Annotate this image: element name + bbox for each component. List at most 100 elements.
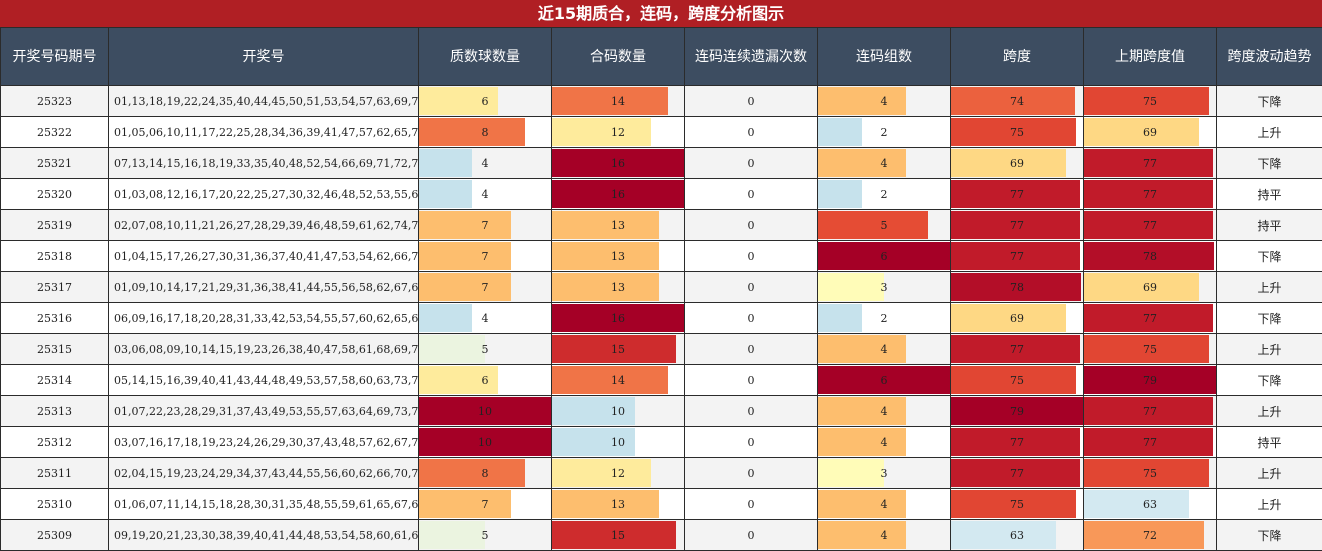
prime-count-cell: 8 (418, 116, 552, 148)
consec-miss-value: 0 (747, 280, 755, 294)
consec-miss-cell: 0 (684, 364, 818, 396)
consec-miss-cell: 0 (684, 116, 818, 148)
trend-cell: 持平 (1216, 426, 1322, 458)
prime-count-cell: 10 (418, 395, 552, 427)
prev-span-bar (1084, 335, 1210, 363)
prime-count-bar (419, 273, 512, 301)
consec-groups-cell: 6 (817, 240, 951, 272)
composite-count-cell: 13 (551, 271, 685, 303)
table-body: 25323 01,13,18,19,22,24,35,40,44,45,50,51… (0, 85, 1322, 551)
consec-groups-bar (818, 211, 928, 239)
prime-count-bar (419, 521, 485, 549)
prime-count-cell: 10 (418, 426, 552, 458)
consec-groups-value: 3 (880, 280, 888, 294)
span-value: 79 (1010, 404, 1024, 418)
table-row: 25318 01,04,15,17,26,27,30,31,36,37,40,41… (0, 240, 1322, 272)
prime-count-value: 8 (481, 466, 489, 480)
period-cell: 25311 (0, 457, 109, 489)
prime-count-cell: 4 (418, 147, 552, 179)
prime-count-cell: 6 (418, 364, 552, 396)
span-bar (951, 149, 1067, 177)
prime-count-cell: 8 (418, 457, 552, 489)
period-cell: 25318 (0, 240, 109, 272)
analysis-table: 开奖号码期号 开奖号 质数球数量 合码数量 连码连续遗漏次数 连码组数 跨度 上… (0, 27, 1322, 551)
prev-span-value: 63 (1143, 497, 1157, 511)
trend-cell: 上升 (1216, 116, 1322, 148)
consec-miss-cell: 0 (684, 426, 818, 458)
prev-span-value: 72 (1143, 528, 1157, 542)
composite-count-bar (552, 87, 668, 115)
span-bar (951, 397, 1083, 425)
prev-span-cell: 79 (1083, 364, 1217, 396)
prev-span-value: 77 (1143, 187, 1157, 201)
prime-count-cell: 4 (418, 178, 552, 210)
prev-span-bar (1084, 459, 1210, 487)
composite-count-bar (552, 459, 651, 487)
span-value: 77 (1010, 187, 1024, 201)
prev-span-cell: 77 (1083, 426, 1217, 458)
consec-miss-value: 0 (747, 528, 755, 542)
span-cell: 63 (950, 519, 1084, 551)
span-bar (951, 273, 1082, 301)
consec-groups-bar (818, 335, 906, 363)
span-value: 74 (1010, 94, 1024, 108)
consec-groups-value: 4 (880, 528, 888, 542)
composite-count-cell: 13 (551, 209, 685, 241)
consec-miss-cell: 0 (684, 457, 818, 489)
consec-groups-value: 6 (880, 373, 888, 387)
prime-count-cell: 5 (418, 333, 552, 365)
consec-groups-bar (818, 428, 906, 456)
consec-groups-bar (818, 118, 862, 146)
consec-groups-bar (818, 87, 906, 115)
consec-miss-cell: 0 (684, 85, 818, 117)
span-bar (951, 211, 1080, 239)
composite-count-value: 16 (611, 311, 625, 325)
consec-groups-bar (818, 521, 906, 549)
prime-count-bar (419, 211, 512, 239)
period-cell: 25310 (0, 488, 109, 520)
prime-count-bar (419, 428, 551, 456)
header-span-trend: 跨度波动趋势 (1216, 27, 1322, 86)
composite-count-value: 13 (611, 497, 625, 511)
table-row: 25315 03,06,08,09,10,14,15,19,23,26,38,40… (0, 333, 1322, 365)
prev-span-value: 75 (1143, 342, 1157, 356)
span-cell: 69 (950, 302, 1084, 334)
prime-count-value: 6 (481, 373, 489, 387)
table-row: 25313 01,07,22,23,28,29,31,37,43,49,53,55… (0, 395, 1322, 427)
composite-count-bar (552, 521, 676, 549)
composite-count-bar (552, 149, 684, 177)
trend-cell: 下降 (1216, 302, 1322, 334)
prev-span-cell: 77 (1083, 178, 1217, 210)
composite-count-value: 13 (611, 249, 625, 263)
span-value: 75 (1010, 497, 1024, 511)
consec-miss-cell: 0 (684, 395, 818, 427)
composite-count-bar (552, 180, 684, 208)
composite-count-value: 16 (611, 187, 625, 201)
consec-miss-cell: 0 (684, 271, 818, 303)
prev-span-bar (1084, 521, 1205, 549)
consec-groups-value: 3 (880, 466, 888, 480)
table-row: 25317 01,09,10,14,17,21,29,31,36,38,41,44… (0, 271, 1322, 303)
header-numbers: 开奖号 (108, 27, 419, 86)
prime-count-cell: 7 (418, 271, 552, 303)
composite-count-bar (552, 118, 651, 146)
prev-span-cell: 75 (1083, 85, 1217, 117)
consec-groups-bar (818, 397, 906, 425)
consec-groups-value: 4 (880, 94, 888, 108)
span-value: 69 (1010, 311, 1024, 325)
numbers-cell: 03,07,16,17,18,19,23,24,26,29,30,37,43,4… (108, 426, 460, 458)
composite-count-value: 13 (611, 218, 625, 232)
table-row: 25314 05,14,15,16,39,40,41,43,44,48,49,53… (0, 364, 1322, 396)
numbers-cell: 02,04,15,19,23,24,29,34,37,43,44,55,56,6… (108, 457, 460, 489)
span-cell: 77 (950, 457, 1084, 489)
prime-count-bar (419, 366, 499, 394)
header-period: 开奖号码期号 (0, 27, 109, 86)
period-cell: 25312 (0, 426, 109, 458)
prev-span-value: 75 (1143, 466, 1157, 480)
prev-span-bar (1084, 428, 1213, 456)
prev-span-value: 77 (1143, 156, 1157, 170)
span-value: 69 (1010, 156, 1024, 170)
consec-miss-value: 0 (747, 466, 755, 480)
span-cell: 74 (950, 85, 1084, 117)
span-value: 75 (1010, 125, 1024, 139)
